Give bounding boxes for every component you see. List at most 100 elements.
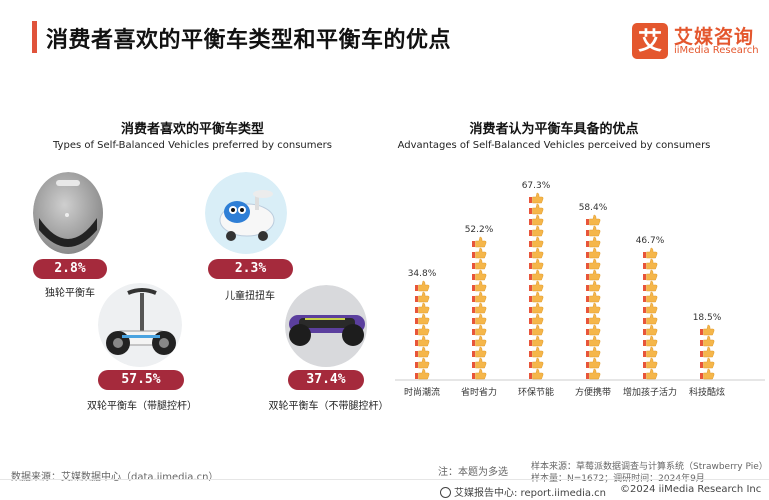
thumbs-up-icon (414, 280, 430, 292)
thumbs-up-icon (414, 302, 430, 314)
thumbs-up-icon (642, 280, 658, 292)
category-label: 科技酷炫 (689, 386, 725, 398)
thumbs-up-icon (528, 357, 544, 369)
data-label: 34.8% (408, 269, 437, 279)
thumbs-up-icon (528, 324, 544, 336)
thumbs-up-icon (471, 324, 487, 336)
bar-时尚潮流 (414, 280, 430, 380)
kids-swing-car-icon (205, 172, 287, 254)
unicycle-icon (33, 172, 104, 254)
thumbs-up-icon (471, 357, 487, 369)
bar-省时省力 (471, 236, 487, 380)
category-label: 省时省力 (461, 386, 497, 398)
thumbs-up-icon (585, 269, 601, 281)
thumbs-up-icon (585, 291, 601, 303)
thumbs-up-icon (414, 346, 430, 358)
thumbs-up-icon (471, 258, 487, 270)
bar-方便携带 (585, 214, 601, 380)
thumbs-up-icon (528, 346, 544, 358)
type-label-kids-car: 儿童扭扭车 (225, 291, 275, 302)
thumbs-up-icon (414, 335, 430, 347)
thumbs-up-icon (642, 324, 658, 336)
thumbs-up-icon (642, 302, 658, 314)
data-label: 18.5% (693, 313, 722, 323)
thumbs-up-icon (585, 313, 601, 325)
thumbs-up-icon (414, 368, 430, 380)
thumbs-up-icon (642, 357, 658, 369)
thumbs-up-icon (699, 335, 715, 347)
two-wheel-with-leg-bar-icon (98, 283, 182, 367)
type-label-unicycle: 独轮平衡车 (45, 288, 95, 299)
thumbs-up-icon (642, 291, 658, 303)
thumbs-up-icon (642, 335, 658, 347)
thumbs-up-icon (528, 203, 544, 215)
thumbs-up-icon (585, 225, 601, 237)
type-pct-unicycle: 2.8% (33, 259, 107, 279)
category-label: 方便携带 (575, 386, 611, 398)
thumbs-up-icon (585, 346, 601, 358)
category-label: 增加孩子活力 (623, 386, 677, 398)
thumbs-up-icon (699, 324, 715, 336)
thumbs-up-icon (528, 225, 544, 237)
data-label: 52.2% (465, 225, 494, 235)
right-section-title: 消费者认为平衡车具备的优点 (469, 122, 639, 137)
hoverboard-icon (285, 285, 368, 368)
bar-环保节能 (528, 192, 544, 380)
left-section-subtitle: Types of Self-Balanced Vehicles preferre… (53, 140, 332, 151)
thumbs-up-icon (528, 313, 544, 325)
report-center-text: 艾媒报告中心: report.iimedia.cn (454, 488, 606, 499)
thumbs-up-icon (471, 236, 487, 248)
thumbs-up-icon (528, 280, 544, 292)
multi-select-note: 注：本题为多选 (438, 467, 508, 478)
thumbs-up-icon (528, 236, 544, 248)
thumbs-up-icon (414, 357, 430, 369)
thumbs-up-icon (471, 335, 487, 347)
thumbs-up-icon (414, 313, 430, 325)
title-accent-bar (32, 21, 37, 53)
thumbs-up-icon (528, 368, 544, 380)
thumbs-up-icon (642, 269, 658, 281)
bar-科技酷炫 (699, 324, 715, 380)
thumbs-up-icon (699, 368, 715, 380)
category-label: 时尚潮流 (404, 386, 440, 398)
thumbs-up-icon (414, 324, 430, 336)
copyright: ©2024 iiMedia Research Inc (620, 484, 762, 495)
iimedia-logo: 艾 艾媒咨询 iiMedia Research (632, 23, 762, 59)
thumbs-up-icon (585, 236, 601, 248)
thumbs-up-icon (528, 214, 544, 226)
logo-en-text: iiMedia Research (674, 45, 759, 56)
thumbs-up-icon (585, 335, 601, 347)
type-label-without-leg-bar: 双轮平衡车（不带腿控杆） (268, 401, 389, 412)
left-section-title: 消费者喜欢的平衡车类型 (120, 122, 264, 137)
thumbs-up-icon (528, 302, 544, 314)
type-pct-kids-car: 2.3% (208, 259, 293, 279)
logo-mark: 艾 (632, 23, 668, 59)
thumbs-up-icon (585, 280, 601, 292)
sample-source: 样本来源：草莓派数据调查与计算系统（Strawberry Pie） (531, 462, 768, 472)
right-section-subtitle: Advantages of Self-Balanced Vehicles per… (397, 140, 711, 151)
thumbs-up-icon (585, 258, 601, 270)
thumbs-up-icon (585, 214, 601, 226)
thumbs-up-icon (528, 192, 544, 204)
thumbs-up-icon (471, 346, 487, 358)
type-pct-without-leg-bar: 37.4% (288, 370, 364, 390)
advantages-chart: 34.8% 时尚潮流 52.2% 省时省力 67.3% 环保节能 58.4% 方便携带 46.7… (395, 181, 765, 398)
thumbs-up-icon (642, 313, 658, 325)
thumbs-up-icon (642, 258, 658, 270)
thumbs-up-icon (585, 247, 601, 259)
thumbs-up-icon (585, 324, 601, 336)
sample-info: 样本量：N=1672；调研时间：2024年9月 (531, 474, 705, 484)
thumbs-up-icon (699, 357, 715, 369)
thumbs-up-icon (471, 280, 487, 292)
data-label: 67.3% (522, 181, 551, 191)
thumbs-up-icon (528, 269, 544, 281)
thumbs-up-icon (528, 291, 544, 303)
thumbs-up-icon (642, 368, 658, 380)
type-label-with-leg-bar: 双轮平衡车（带腿控杆） (87, 401, 197, 412)
report-center[interactable]: 艾媒报告中心: report.iimedia.cn (440, 484, 606, 499)
thumbs-up-icon (528, 258, 544, 270)
page-title: 消费者喜欢的平衡车类型和平衡车的优点 (46, 28, 452, 53)
data-label: 58.4% (579, 203, 608, 213)
thumbs-up-icon (471, 368, 487, 380)
thumbs-up-icon (642, 247, 658, 259)
